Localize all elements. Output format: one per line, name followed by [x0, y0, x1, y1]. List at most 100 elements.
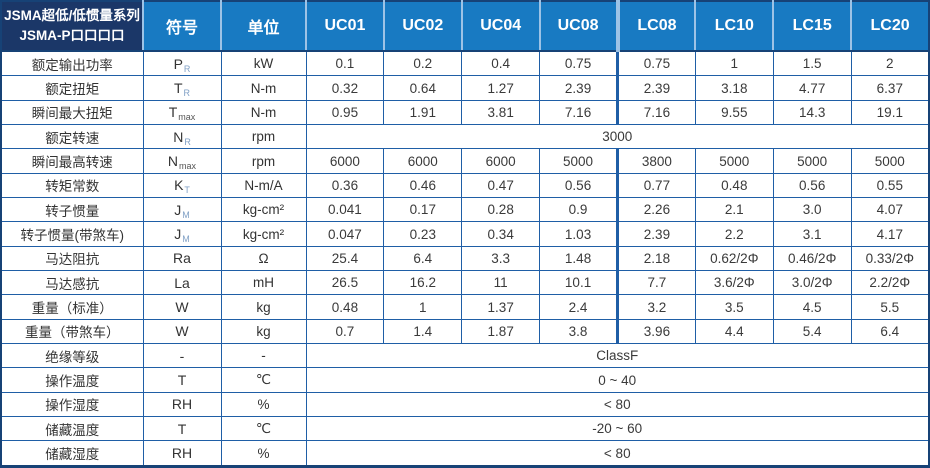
spec-value: 7.16 [539, 99, 618, 126]
spec-value: 4.5 [772, 294, 852, 320]
row-symbol: RH [142, 440, 222, 467]
spec-value: 1.87 [461, 318, 541, 345]
spec-value: 3.1 [772, 221, 852, 247]
spec-value: 2.1 [694, 197, 774, 223]
spec-value: 1.27 [461, 75, 541, 101]
spec-value: 1.37 [461, 294, 541, 320]
row-symbol: - [142, 343, 222, 369]
row-label: 重量（带煞车） [0, 318, 144, 345]
symbol-main: W [175, 299, 189, 316]
row-symbol: W [142, 294, 222, 320]
row-label: 转矩常数 [0, 172, 144, 199]
table-row: 瞬间最大扭矩 Tmax N-m 0.95 1.91 3.81 7.16 7.16 9.55 14.… [0, 99, 930, 126]
spec-value: 3.0 [772, 197, 852, 223]
spec-value: 2.39 [616, 221, 696, 247]
symbol-main: K [174, 177, 184, 194]
row-symbol: Nmax [142, 148, 222, 174]
table-row: 马达阻抗 Ra Ω 25.4 6.4 3.3 1.48 2.18 0.62/2Φ 0.46/2Φ 0… [0, 245, 930, 272]
spec-value: 4.07 [850, 197, 930, 223]
spec-value: 0.56 [772, 172, 852, 199]
symbol-subscript: M [182, 209, 190, 220]
row-label: 储藏湿度 [0, 440, 144, 467]
symbol-main: T [168, 104, 178, 121]
symbol-main: N [173, 128, 184, 145]
row-unit: % [220, 391, 307, 418]
spec-value: 1.03 [539, 221, 618, 247]
spec-value: 0.34 [461, 221, 541, 247]
spec-value: 0.55 [850, 172, 930, 199]
spec-value: 0.2 [383, 50, 463, 77]
table-row: 储藏湿度 RH% < 80 [0, 440, 930, 467]
symbol-main: Ra [173, 250, 191, 267]
merged-spec-value: -20 ~ 60 [305, 415, 930, 442]
symbol-main: J [174, 226, 182, 243]
symbol-main: W [175, 323, 189, 340]
symbol-main: N [167, 153, 179, 170]
symbol-main: T [177, 420, 187, 437]
spec-value: 3.96 [616, 318, 696, 345]
row-unit: - [220, 343, 307, 369]
table-row: 储藏温度 T ℃ -20 ~ 60 [0, 415, 930, 442]
row-symbol: W [142, 318, 222, 345]
spec-value: 4.4 [694, 318, 774, 345]
spec-value: 6.37 [850, 75, 930, 101]
spec-value: 0.46/2Φ [772, 245, 852, 272]
row-symbol: T [142, 415, 222, 442]
table-title-line1: JSMA超低/低惯量系列 [4, 8, 140, 24]
row-label: 转子惯量(带煞车) [0, 221, 144, 247]
row-symbol: PR [142, 50, 222, 77]
spec-value: 0.46 [383, 172, 463, 199]
row-label: 转子惯量 [0, 197, 144, 223]
spec-value: 0.28 [461, 197, 541, 223]
unit-column-header: 单位 [220, 1, 306, 52]
column-header-lc10: LC10 [694, 1, 774, 52]
symbol-subscript: max [178, 112, 196, 123]
table-row: 转矩常数 KT N-m/A 0.36 0.46 0.47 0.56 0.77 0.48 0.56 0… [0, 172, 930, 199]
spec-value: 1 [694, 50, 774, 77]
spec-value: 5000 [539, 148, 618, 174]
row-unit: N-m [220, 99, 307, 126]
symbol-subscript: R [183, 63, 191, 74]
spec-value: 0.48 [305, 294, 385, 320]
spec-value: 4.77 [772, 75, 852, 101]
row-unit: kg [220, 318, 307, 345]
symbol-subscript: T [184, 185, 190, 196]
spec-value: 0.77 [616, 172, 696, 199]
row-label: 储藏温度 [0, 415, 144, 442]
symbol-main: La [174, 274, 190, 291]
table-header-row: JSMA超低/低惯量系列 JSMA-P口口口口 符号 单位 UC01 UC02 UC… [1, 1, 929, 52]
spec-value: 0.47 [461, 172, 541, 199]
table-row: 绝缘等级 - - ClassF [0, 343, 930, 369]
symbol-column-header: 符号 [142, 1, 221, 52]
spec-value: 11 [461, 270, 541, 296]
row-label: 额定转速 [0, 124, 144, 150]
spec-value: 0.64 [383, 75, 463, 101]
row-unit: rpm [220, 148, 307, 174]
column-header-lc08: LC08 [615, 1, 696, 52]
merged-spec-value: 0 ~ 40 [305, 367, 930, 393]
row-symbol: La [142, 270, 222, 296]
spec-value: 5000 [850, 148, 930, 174]
table-title: JSMA超低/低惯量系列 JSMA-P口口口口 [1, 1, 143, 52]
spec-value: 3.18 [694, 75, 774, 101]
row-unit: kg-cm² [220, 197, 307, 223]
row-symbol: JM [142, 197, 222, 223]
spec-value: 1 [383, 294, 463, 320]
column-header-uc04: UC04 [460, 1, 540, 52]
table-row: 瞬间最高转速 Nmax rpm 6000 6000 6000 5000 3800 5000 500… [0, 148, 930, 174]
spec-value: 4.17 [850, 221, 930, 247]
spec-value: 6000 [461, 148, 541, 174]
spec-value: 0.047 [305, 221, 385, 247]
spec-value: 1.5 [772, 50, 852, 77]
column-header-uc02: UC02 [382, 1, 462, 52]
symbol-main: P [173, 55, 183, 72]
row-unit: % [220, 440, 307, 467]
row-symbol: NR [142, 124, 222, 150]
row-symbol: JM [142, 221, 222, 247]
spec-value: 3.6/2Φ [694, 270, 774, 296]
row-unit: N-m/A [220, 172, 307, 199]
spec-value: 14.3 [772, 99, 852, 126]
